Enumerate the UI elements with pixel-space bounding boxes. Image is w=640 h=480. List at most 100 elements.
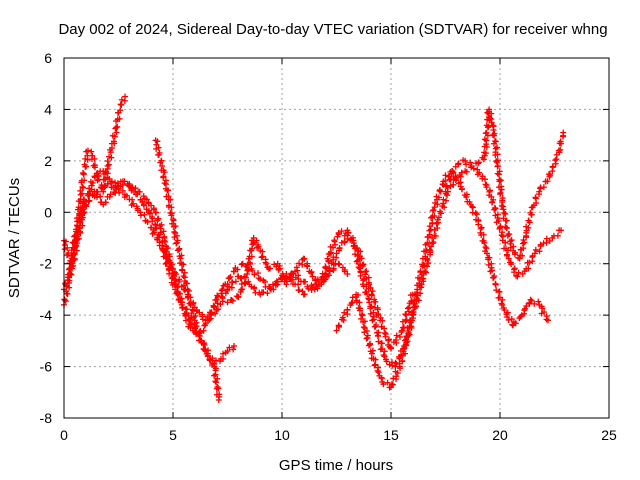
data-point — [276, 265, 283, 272]
data-point — [490, 140, 497, 147]
data-point — [70, 250, 77, 257]
data-point — [356, 307, 363, 314]
data-point — [267, 265, 274, 272]
data-point — [66, 277, 73, 284]
data-point — [288, 276, 295, 283]
data-point — [171, 228, 178, 235]
data-point — [179, 266, 186, 273]
data-point — [227, 273, 234, 280]
data-point — [422, 253, 429, 260]
data-point — [114, 183, 121, 190]
data-point — [365, 274, 372, 281]
data-point — [154, 217, 161, 224]
data-point — [94, 188, 101, 195]
data-point — [388, 344, 395, 351]
data-point — [251, 271, 258, 278]
data-point — [79, 222, 86, 229]
data-point — [491, 138, 498, 145]
data-point — [255, 243, 262, 250]
data-point — [393, 373, 400, 380]
data-point — [353, 258, 360, 265]
data-point — [466, 199, 473, 205]
data-point — [104, 170, 111, 177]
data-point — [202, 317, 209, 324]
data-point — [264, 290, 271, 297]
x-tick-label: 10 — [274, 427, 290, 443]
data-point — [107, 191, 114, 198]
data-point — [500, 206, 507, 213]
data-point — [417, 269, 424, 276]
data-point — [366, 299, 373, 306]
data-point — [155, 151, 162, 158]
data-point — [362, 271, 369, 278]
data-point — [458, 186, 465, 193]
data-point — [489, 199, 496, 206]
data-point — [525, 217, 532, 224]
data-point — [226, 283, 233, 290]
data-point — [239, 260, 246, 267]
data-point — [419, 261, 426, 268]
data-point — [427, 226, 434, 233]
data-point — [483, 250, 490, 257]
data-point — [204, 313, 211, 320]
data-point — [402, 350, 409, 357]
data-point — [226, 344, 233, 351]
y-tick-label: 4 — [44, 101, 52, 117]
data-point — [492, 281, 499, 288]
data-point — [490, 127, 497, 133]
data-point — [113, 129, 120, 136]
data-point — [450, 181, 457, 188]
data-point — [208, 309, 215, 316]
data-point — [487, 115, 494, 122]
data-point — [467, 159, 474, 166]
data-point — [494, 170, 501, 177]
series-track-7 — [333, 168, 551, 391]
data-point — [224, 299, 231, 306]
data-point — [185, 293, 192, 300]
data-point — [164, 187, 171, 194]
data-point — [393, 332, 400, 339]
data-point — [399, 358, 406, 365]
data-point — [301, 291, 308, 298]
data-point — [214, 292, 221, 299]
data-point — [525, 265, 532, 272]
data-point — [369, 288, 376, 295]
data-point — [74, 233, 81, 240]
data-point — [196, 309, 203, 316]
data-point — [371, 298, 378, 305]
chart-title: Day 002 of 2024, Sidereal Day-to-day VTE… — [58, 21, 607, 38]
data-point — [214, 306, 221, 313]
data-point — [175, 278, 182, 285]
data-point — [531, 250, 538, 257]
data-point — [431, 212, 438, 219]
data-point — [408, 317, 415, 324]
x-axis-label: GPS time / hours — [279, 457, 393, 474]
data-point — [293, 264, 300, 271]
data-point — [173, 232, 180, 239]
data-point — [303, 262, 310, 269]
plot-frame — [63, 57, 610, 419]
data-point — [536, 248, 543, 255]
data-point — [525, 224, 532, 231]
data-point — [434, 225, 441, 232]
data-point — [108, 154, 115, 161]
data-point — [188, 310, 195, 317]
data-point — [161, 180, 168, 187]
data-point — [430, 207, 437, 214]
data-point — [381, 348, 388, 355]
data-point — [366, 341, 373, 348]
y-tick-label: -6 — [40, 359, 53, 375]
data-point — [102, 199, 109, 206]
data-point — [476, 169, 483, 176]
data-point — [260, 289, 267, 296]
x-tick-label: 5 — [169, 427, 177, 443]
data-point — [228, 297, 235, 304]
data-point — [330, 261, 337, 268]
data-point — [380, 352, 387, 359]
data-point — [436, 186, 443, 193]
data-point — [159, 163, 166, 169]
data-point — [325, 258, 332, 265]
data-point — [270, 286, 277, 293]
data-point — [505, 316, 512, 323]
